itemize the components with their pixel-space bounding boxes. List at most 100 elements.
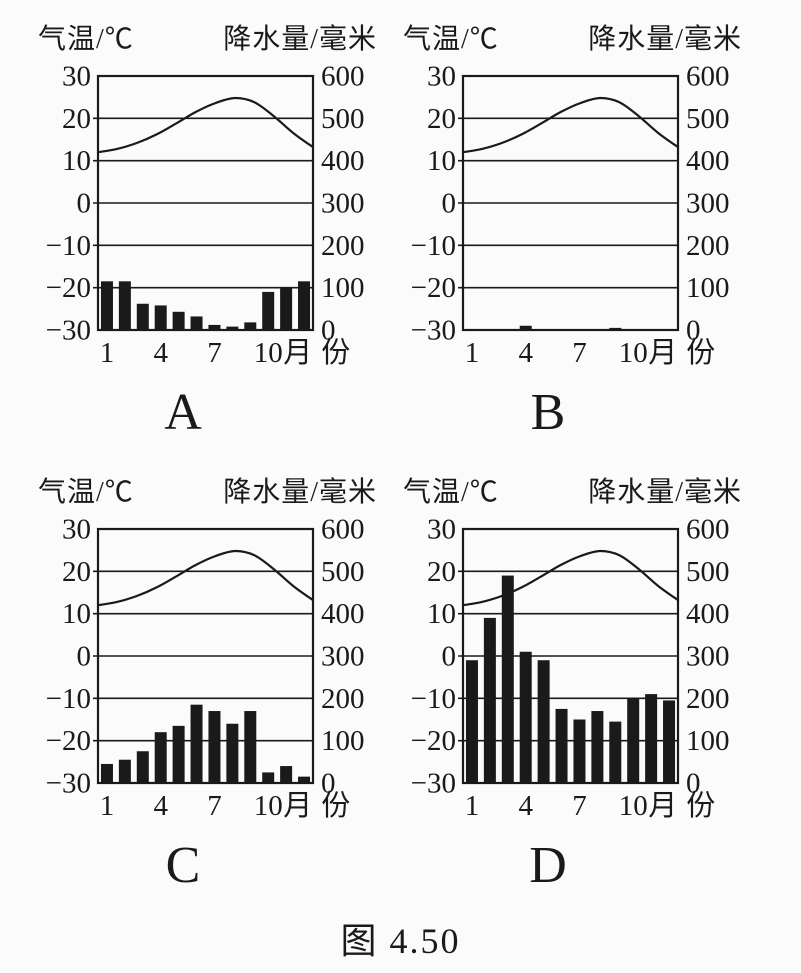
precip-bar-month-2 [483,617,496,783]
precip-bar-month-10 [627,698,640,783]
temperature-curve [461,549,680,607]
precip-bar-month-11 [280,766,293,783]
precip-axis-title: 降水量/毫米 [223,477,377,508]
precip-bar-month-2 [118,281,131,330]
temp-tick-label: 0 [442,188,457,220]
chart-letter-d: D [529,837,567,894]
temp-tick-label: −10 [411,230,456,262]
precip-bar-month-6 [190,316,203,330]
temp-axis-title: 气温/℃ [38,477,134,508]
temperature-curve [96,96,315,154]
month-axis-suffix: 月份 [283,336,359,369]
precip-bar-month-8 [226,723,239,783]
precip-tick-label: 600 [686,514,730,546]
precip-tick-label: 0 [686,768,701,800]
month-axis-suffix: 月份 [283,789,359,822]
climate-chart-b: 气温/℃ 降水量/毫米 30 20 10 0 −10 −20 −30 600 500 400 300… [395,12,760,457]
temp-tick-label: −10 [411,683,456,715]
precip-bar-month-11 [645,694,658,783]
figure-caption: 图 4.50 [340,921,461,961]
precip-bar-month-7 [208,711,221,783]
precip-bar-month-6 [190,704,203,783]
chart-letter-c: C [165,837,201,894]
precip-bar-month-8 [591,711,604,783]
precip-axis-title: 降水量/毫米 [588,24,742,55]
precip-tick-label: 200 [686,683,730,715]
temp-tick-label: −20 [46,272,91,304]
climate-chart-d: 气温/℃ 降水量/毫米 30 20 10 0 −10 −20 −30 600 500 400 300… [395,465,760,910]
axis-titles-row: 气温/℃ 降水量/毫米 [30,465,395,507]
precip-tick-label: 300 [686,641,730,673]
month-tick-label: 7 [207,790,222,822]
month-tick-label: 4 [153,790,168,822]
precip-tick-label: 300 [321,188,365,220]
precip-tick-label: 400 [686,598,730,630]
month-tick-label: 4 [518,790,533,822]
precip-tick-label: 500 [321,103,365,135]
precip-bar-month-9 [244,711,257,783]
precip-tick-label: 500 [686,556,730,588]
temp-tick-label: 30 [62,61,91,93]
temp-tick-label: −10 [46,683,91,715]
precip-tick-label: 200 [686,230,730,262]
month-tick-label: 7 [572,337,587,369]
temp-tick-label: −30 [411,768,456,800]
precip-tick-label: 400 [321,145,365,177]
month-tick-label: 1 [465,337,480,369]
month-axis-suffix: 月份 [648,336,724,369]
axis-titles-row: 气温/℃ 降水量/毫米 [30,12,395,54]
temp-tick-label: 10 [62,598,91,630]
precip-bar-month-2 [118,759,131,783]
precip-bar-month-1 [100,763,113,783]
precip-tick-label: 0 [321,768,336,800]
climate-chart-a: 气温/℃ 降水量/毫米 30 20 10 0 −10 −20 −30 600 500 400 300… [30,12,395,457]
precip-bar-month-5 [172,311,185,330]
precip-bar-month-6 [555,708,568,783]
temp-tick-label: 0 [442,641,457,673]
precip-bar-month-4 [519,325,532,330]
precip-bar-month-3 [501,575,514,783]
month-tick-label: 7 [572,790,587,822]
month-tick-label: 1 [465,790,480,822]
plot-frame [461,74,680,332]
precip-tick-label: 500 [686,103,730,135]
precip-tick-label: 300 [321,641,365,673]
precip-tick-label: 100 [686,272,730,304]
month-tick-label: 10 [619,790,648,822]
plot-frame [96,74,315,332]
month-axis-suffix: 月份 [648,789,724,822]
temp-tick-label: −20 [411,725,456,757]
temp-tick-label: 30 [62,514,91,546]
precip-tick-label: 600 [321,514,365,546]
plot-frame [461,527,680,785]
month-tick-label: 7 [207,337,222,369]
precip-bar-month-9 [609,721,622,783]
precip-tick-label: 400 [321,598,365,630]
precip-bar-month-9 [244,322,257,330]
month-tick-label: 10 [254,337,283,369]
temp-tick-label: −30 [46,768,91,800]
temperature-curve [461,96,680,154]
axis-titles-row: 气温/℃ 降水量/毫米 [395,12,760,54]
month-tick-label: 10 [619,337,648,369]
month-tick-label: 4 [518,337,533,369]
precip-bar-month-4 [154,305,167,330]
chart-letter-b: B [530,384,566,441]
temp-tick-label: 0 [77,188,92,220]
temp-tick-label: 10 [427,598,456,630]
precip-bar-month-5 [537,660,550,783]
temperature-curve [96,549,315,607]
precip-tick-label: 400 [686,145,730,177]
climate-chart-c: 气温/℃ 降水量/毫米 30 20 10 0 −10 −20 −30 600 500 400 300… [30,465,395,910]
precip-bar-month-10 [262,772,275,783]
precip-tick-label: 0 [686,315,701,347]
temp-axis-title: 气温/℃ [403,477,499,508]
precip-tick-label: 100 [321,725,365,757]
temp-tick-label: −10 [46,230,91,262]
precip-bar-month-1 [465,660,478,783]
temp-tick-label: 20 [62,103,91,135]
temp-tick-label: 20 [427,556,456,588]
